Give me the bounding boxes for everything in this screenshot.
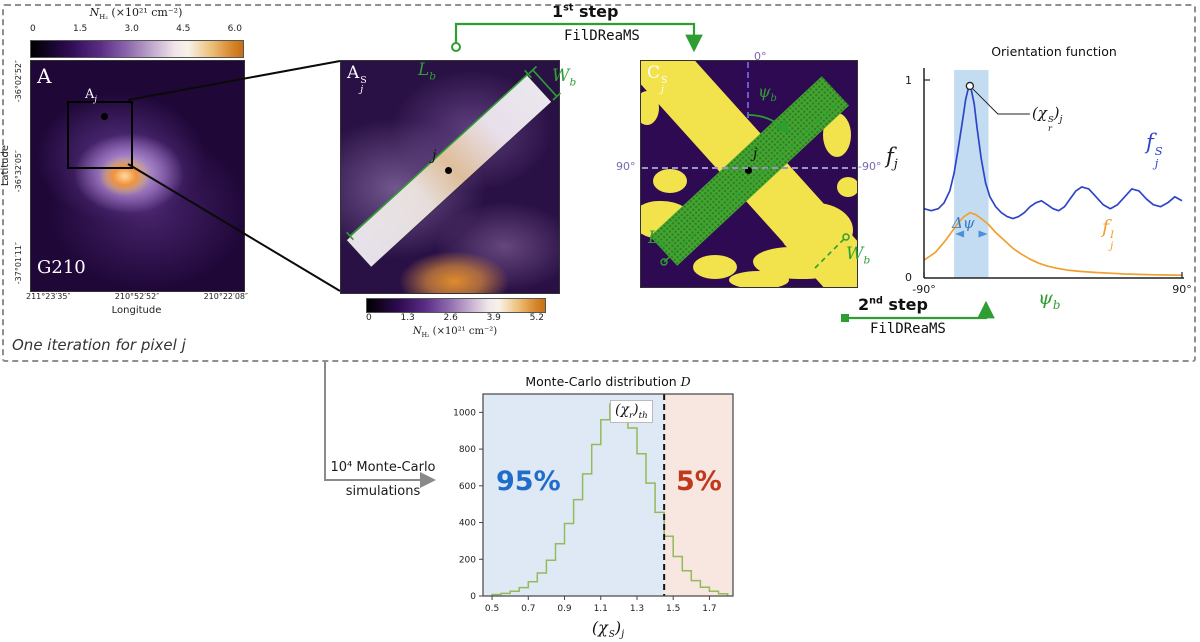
colorbar-title-mapA: NH₂ (×10²¹ cm⁻²): [89, 6, 183, 22]
region-label: G210: [37, 257, 86, 278]
pixel-j-dot-mapA: [101, 113, 108, 120]
svg-text:0.7: 0.7: [521, 604, 535, 614]
orient-ytick-0: 0: [905, 271, 912, 284]
svg-text:1.1: 1.1: [594, 604, 608, 614]
bar-width-label-zoom: Wb: [552, 66, 577, 89]
bar-width-label-binary: Wb: [846, 244, 871, 267]
svg-text:200: 200: [459, 555, 476, 565]
monte-carlo-histogram: 0.5 0.7 0.9 1.1 1.3 1.5 1.7 0 200 400 600 800 1000: [453, 393, 734, 614]
longitude-axis-label: Longitude: [111, 305, 162, 316]
orientation-chart-title: Orientation function: [991, 44, 1117, 59]
colorbar-ticks-mapA: 0 1.5 3.0 4.5 6.0: [30, 24, 242, 34]
step1-tool: FilDReaMS: [564, 28, 640, 44]
angle-m90-label: -90°: [858, 160, 882, 173]
colorbar-mapA: [30, 40, 244, 58]
colorbar-title-zoom: NH₂ (×10²¹ cm⁻²): [412, 326, 498, 339]
pct-left-label: 95%: [496, 466, 561, 497]
mc-note-line2: simulations: [345, 484, 421, 499]
orient-xlabel: ψb: [1038, 287, 1061, 312]
threshold-label: (χr)th: [610, 400, 653, 423]
yellow-blob: [641, 91, 659, 125]
svg-text:400: 400: [459, 519, 476, 529]
svg-text:1.7: 1.7: [702, 604, 716, 614]
yellow-blob: [729, 271, 789, 287]
pct-right-label: 5%: [676, 466, 722, 497]
lon-ticks: 211°23′35″ 210°52′52″ 210°22′08″: [26, 292, 248, 301]
lat-tick-2: -36°32′05″: [14, 150, 23, 193]
svg-text:0.9: 0.9: [557, 604, 572, 614]
sky-map-panel: A Aj G210: [30, 60, 245, 292]
bar-length-label-zoom: Lb: [418, 60, 437, 83]
mc-note-line1: 10⁴ Monte-Carlo: [330, 460, 436, 475]
step1-title: 1st step: [552, 2, 619, 21]
latitude-axis-label: Latitude: [0, 145, 11, 187]
lat-tick-3: -37°01′11″: [14, 242, 23, 285]
panel-a-label: A: [37, 64, 52, 88]
orient-ylabel: fj: [886, 144, 898, 173]
step2-tool: FilDReaMS: [870, 321, 946, 337]
bar-length-label-binary: Lb: [648, 228, 667, 251]
yellow-blob: [837, 177, 857, 197]
delta-psi-label: Δψ: [952, 214, 975, 232]
psi-b-label: ψb: [758, 82, 777, 105]
pixel-j-dot-zoom: [445, 167, 452, 174]
svg-text:1000: 1000: [453, 408, 476, 418]
histogram-xlabel: (χSr)j: [591, 618, 625, 642]
svg-text:0.5: 0.5: [485, 604, 499, 614]
orient-ytick-1: 1: [905, 74, 912, 87]
svg-text:0: 0: [470, 592, 476, 602]
orient-xtick-right: 90°: [1172, 283, 1192, 296]
yellow-blob: [653, 169, 687, 193]
pixel-j-label-binary: j: [753, 146, 758, 162]
iteration-label: One iteration for pixel j: [12, 336, 186, 354]
iteration-box: [2, 4, 1196, 362]
angle-90-label: 90°: [616, 160, 636, 173]
inset-label: Aj: [85, 87, 97, 104]
pixel-j-label-zoom: j: [432, 148, 437, 164]
lat-tick-1: -36°02′52″: [14, 60, 23, 103]
histogram-title: Monte-Carlo distribution D: [525, 374, 691, 389]
svg-text:1.5: 1.5: [666, 604, 680, 614]
orient-xtick-left: -90°: [912, 283, 936, 296]
inset-square: [67, 101, 133, 169]
step2-title: 2nd step: [858, 295, 928, 314]
yellow-blob: [693, 255, 737, 279]
svg-text:1.3: 1.3: [630, 604, 644, 614]
pixel-j-dot-binary: [745, 167, 752, 174]
colorbar-zoom: [366, 298, 546, 313]
svg-text:800: 800: [459, 445, 476, 455]
colorbar-ticks-zoom: 0 1.3 2.6 3.9 5.2: [366, 313, 544, 323]
angle-0-label: 0°: [754, 50, 767, 63]
svg-text:600: 600: [459, 482, 476, 492]
